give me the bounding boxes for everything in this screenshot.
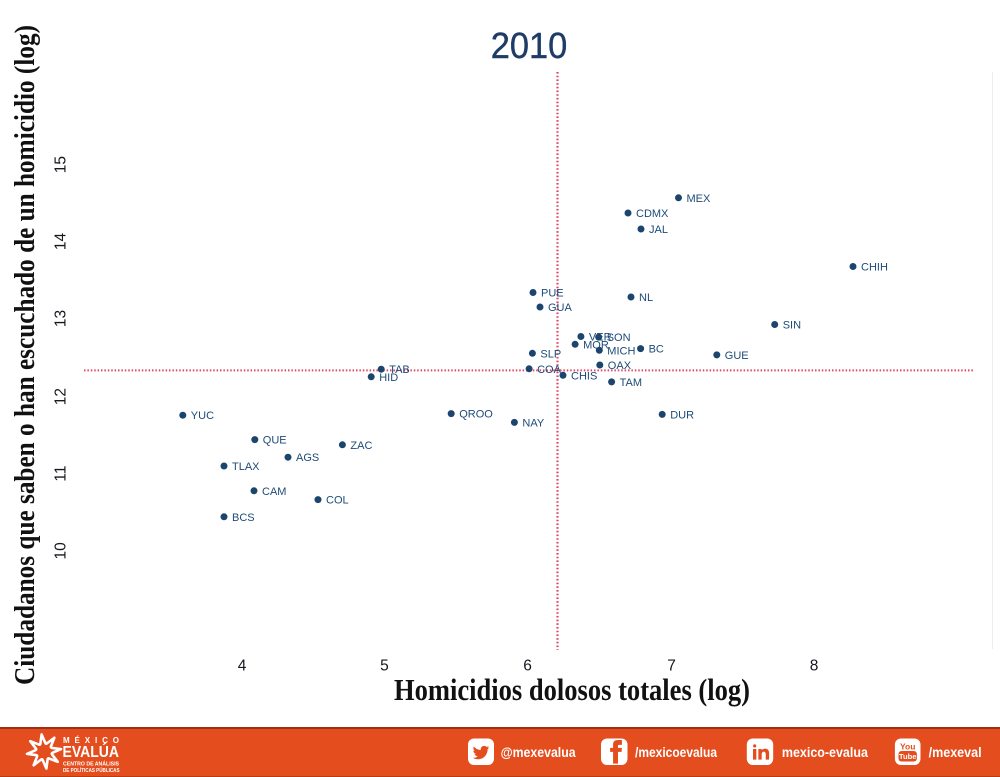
svg-text:YUC: YUC (191, 410, 214, 422)
svg-text:@mexevalua: @mexevalua (501, 745, 576, 760)
svg-text:ZAC: ZAC (350, 440, 372, 452)
svg-text:You: You (900, 742, 915, 752)
svg-text:8: 8 (810, 658, 819, 675)
svg-text:CENTRO DE ANÁLISIS: CENTRO DE ANÁLISIS (63, 761, 119, 768)
svg-text:TAM: TAM (620, 377, 642, 389)
svg-text:MOR: MOR (583, 339, 609, 351)
svg-text:NAY: NAY (522, 417, 544, 429)
svg-text:13: 13 (53, 310, 70, 327)
svg-text:2010: 2010 (491, 25, 568, 66)
svg-text:GUE: GUE (725, 350, 749, 362)
svg-text:/mexicoevalua: /mexicoevalua (635, 745, 717, 760)
svg-text:CHIH: CHIH (861, 262, 888, 274)
svg-text:MEX: MEX (687, 193, 712, 205)
svg-text:/mexeval: /mexeval (929, 745, 982, 760)
svg-text:DUR: DUR (670, 409, 694, 421)
svg-text:MICH: MICH (607, 345, 635, 357)
svg-text:NL: NL (639, 292, 653, 304)
svg-text:QROO: QROO (459, 409, 493, 421)
svg-text:5: 5 (380, 658, 389, 675)
svg-text:mexico-evalua: mexico-evalua (782, 745, 868, 760)
svg-text:COL: COL (326, 495, 349, 507)
svg-text:EVALÚA: EVALÚA (63, 743, 120, 761)
svg-text:7: 7 (667, 658, 676, 675)
svg-text:6: 6 (523, 658, 532, 675)
svg-text:BC: BC (649, 344, 664, 356)
svg-text:TLAX: TLAX (232, 461, 260, 473)
svg-text:AGS: AGS (296, 452, 319, 464)
svg-text:JAL: JAL (649, 224, 668, 236)
svg-text:CHIS: CHIS (571, 370, 597, 382)
svg-text:4: 4 (238, 658, 247, 675)
svg-text:QUE: QUE (263, 435, 287, 447)
svg-text:HID: HID (379, 372, 398, 384)
svg-text:SIN: SIN (783, 320, 801, 332)
svg-text:SLP: SLP (540, 348, 561, 360)
svg-text:11: 11 (53, 466, 70, 482)
svg-text:PUE: PUE (541, 288, 564, 300)
svg-text:TAB: TAB (389, 364, 410, 376)
svg-text:14: 14 (53, 233, 70, 251)
svg-text:VER: VER (589, 332, 612, 344)
svg-text:GUA: GUA (548, 302, 573, 314)
svg-text:OAX: OAX (608, 360, 632, 372)
svg-text:CDMX: CDMX (636, 208, 669, 220)
svg-text:COA: COA (537, 364, 562, 376)
svg-text:15: 15 (53, 156, 70, 173)
svg-text:Homicidios dolosos totales (lo: Homicidios dolosos totales (log) (394, 672, 750, 707)
svg-text:SON: SON (607, 332, 631, 344)
svg-text:Ciudadanos que saben o han esc: Ciudadanos que saben o han escuchado de … (10, 25, 41, 685)
svg-text:BCS: BCS (232, 512, 255, 524)
svg-text:10: 10 (53, 542, 70, 560)
svg-text:CAM: CAM (262, 486, 286, 498)
svg-text:12: 12 (53, 388, 70, 405)
svg-text:DE POLÍTICAS PÚBLICAS: DE POLÍTICAS PÚBLICAS (63, 766, 120, 774)
svg-text:Tube: Tube (899, 752, 917, 761)
